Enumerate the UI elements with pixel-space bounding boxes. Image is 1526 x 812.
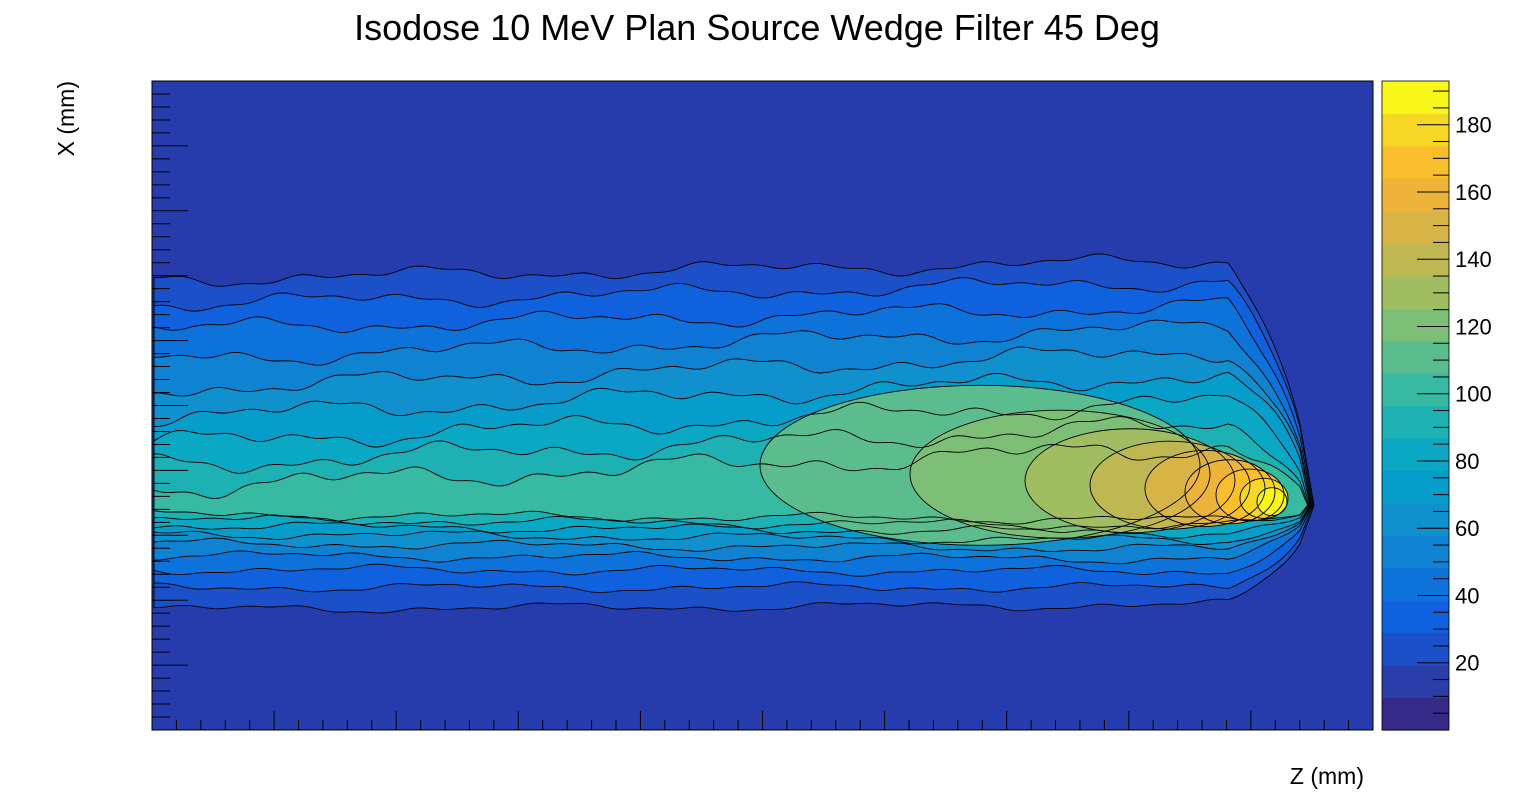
colorbar-tick-label: 180 [1455, 113, 1492, 138]
colorbar-cell [1382, 243, 1449, 277]
colorbar-tick-label: 20 [1455, 651, 1479, 676]
colorbar-cell [1382, 145, 1449, 179]
colorbar-tick-label: 100 [1455, 382, 1492, 407]
hotspot-isodose-line [909, 409, 1211, 539]
colorbar-ticks: 20 40 60 80 100 120 140 160 180 [1417, 90, 1492, 714]
colorbar-cell [1382, 535, 1449, 569]
hotspot-isodose-line [1256, 487, 1288, 517]
hotspot-isodose-line [1144, 449, 1266, 527]
isodose-line [153, 277, 1314, 594]
hotspot-isodose-line [759, 384, 1201, 546]
colorbar-cell [1382, 308, 1449, 342]
y-axis-label: X (mm) [53, 81, 79, 156]
hotspot-isodose-line [1089, 440, 1251, 530]
y-axis-ticks [152, 80, 188, 731]
colorbar-tick-label: 60 [1455, 516, 1479, 541]
colorbar-cell [1382, 697, 1449, 731]
colorbar-tick-label: 120 [1455, 314, 1492, 339]
colorbar-tick-label: 160 [1455, 180, 1492, 205]
colorbar-cell [1382, 81, 1449, 115]
colorbar-cell [1382, 275, 1449, 309]
colorbar-cell [1382, 632, 1449, 666]
hotspot-isodose-line [1239, 477, 1289, 519]
x-axis-ticks [151, 711, 1374, 730]
colorbar-cell [1382, 340, 1449, 374]
hotspot-isodose-line [1024, 428, 1236, 534]
isodose-contours [153, 253, 1315, 614]
isodose-line [153, 346, 1312, 552]
colorbar-cell [1382, 502, 1449, 536]
colorbar-cell [1382, 437, 1449, 471]
colorbar-cell [1382, 210, 1449, 244]
isodose-line [153, 297, 1313, 577]
colorbar-cells [1381, 80, 1450, 731]
colorbar-cell [1382, 178, 1449, 212]
hotspot-isodose-line [1184, 459, 1276, 525]
colorbar-frame [1381, 80, 1450, 731]
isodose-line [153, 394, 1310, 539]
plot-area [151, 80, 1374, 731]
isodose-line [153, 371, 1311, 545]
colorbar-cell [1382, 113, 1449, 147]
colorbar-cell [1382, 373, 1449, 407]
isodose-line [153, 444, 1309, 525]
colorbar-tick-label: 40 [1455, 583, 1479, 608]
isodose-line [153, 253, 1315, 614]
hotspot-isodose-line [1215, 468, 1285, 522]
x-axis-label: Z (mm) [1290, 763, 1364, 789]
chart-title: Isodose 10 MeV Plan Source Wedge Filter … [354, 7, 1160, 48]
dose-heatmap [154, 253, 1314, 613]
colorbar-cell [1382, 470, 1449, 504]
colorbar-cell [1382, 665, 1449, 699]
colorbar: 20 40 60 80 100 120 140 160 180 [1381, 80, 1492, 731]
colorbar-tick-label: 140 [1455, 247, 1492, 272]
isodose-line [153, 319, 1313, 565]
colorbar-tick-label: 80 [1455, 449, 1479, 474]
colorbar-cell [1382, 600, 1449, 634]
